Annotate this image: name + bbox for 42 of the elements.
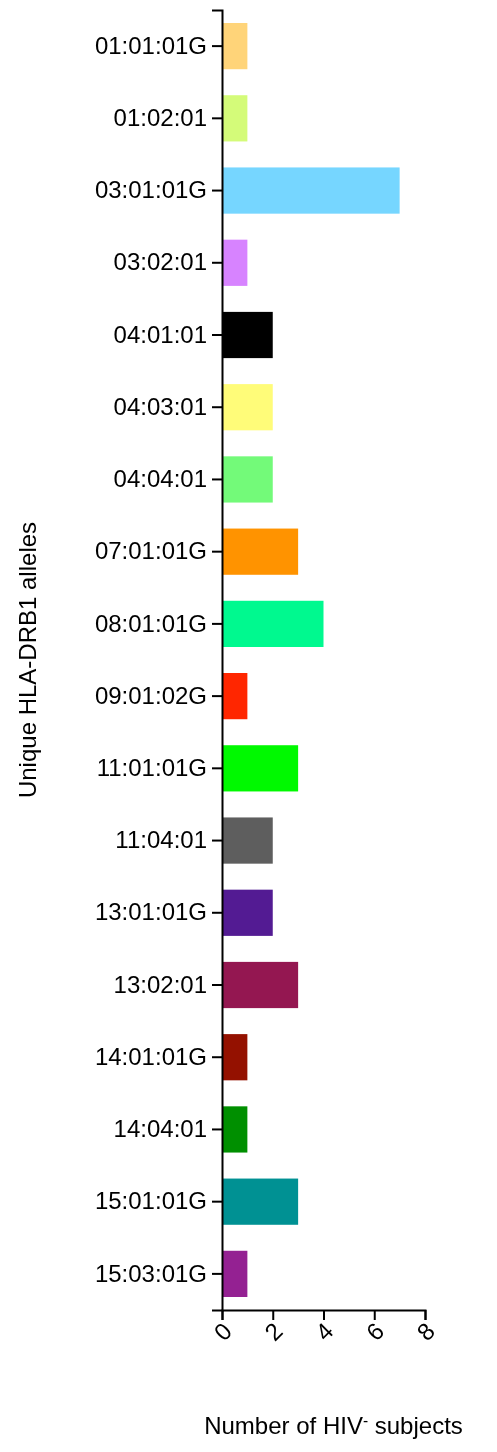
y-tick-label: 03:01:01G — [94, 176, 207, 204]
x-tick-label: 4 — [309, 1317, 339, 1346]
y-tick-label: 15:01:01G — [94, 1187, 207, 1215]
bar — [222, 673, 248, 720]
bar — [222, 528, 299, 575]
bar — [222, 889, 273, 936]
y-axis-title: Unique HLA-DRB1 alleles — [14, 521, 41, 799]
bar — [222, 456, 273, 503]
x-tick-label: 6 — [360, 1317, 390, 1346]
y-tick-label: 01:02:01 — [113, 104, 207, 132]
y-tick-label: 04:04:01 — [113, 465, 207, 493]
y-tick-label: 04:01:01 — [113, 320, 207, 348]
bar — [222, 1106, 248, 1153]
y-tick-label: 07:01:01G — [94, 537, 207, 565]
bar — [222, 961, 299, 1009]
bar — [222, 1250, 248, 1297]
bar — [222, 384, 273, 431]
x-tick-label: 8 — [411, 1317, 440, 1346]
y-tick-label: 09:01:02G — [94, 681, 207, 709]
y-tick-label: 14:04:01 — [113, 1115, 207, 1143]
y-tick-label: 01:01:01G — [94, 31, 207, 59]
y-tick-label: 14:01:01G — [94, 1042, 207, 1070]
bar — [222, 1178, 299, 1225]
x-tick-label: 0 — [208, 1317, 237, 1346]
bar — [222, 745, 299, 792]
y-tick-label: 11:01:01G — [96, 754, 207, 782]
y-tick-label: 03:02:01 — [113, 248, 207, 276]
x-tick-label: 2 — [259, 1317, 288, 1346]
y-tick-label: 04:03:01 — [113, 392, 207, 420]
y-tick-label: 08:01:01G — [94, 609, 207, 637]
bar — [222, 95, 248, 142]
bar — [222, 817, 273, 864]
y-tick-label: 13:01:01G — [94, 898, 207, 926]
x-axis-title: Number of HIV$^{-}$ subjects — [204, 1411, 463, 1439]
y-tick-label: 15:03:01G — [94, 1259, 207, 1287]
bar — [222, 600, 324, 647]
y-tick-label: 11:04:01 — [115, 826, 207, 854]
bar — [222, 23, 248, 70]
bar — [222, 239, 248, 286]
bar — [222, 167, 400, 214]
bar — [222, 1034, 248, 1081]
y-tick-label: 13:02:01 — [113, 970, 207, 998]
